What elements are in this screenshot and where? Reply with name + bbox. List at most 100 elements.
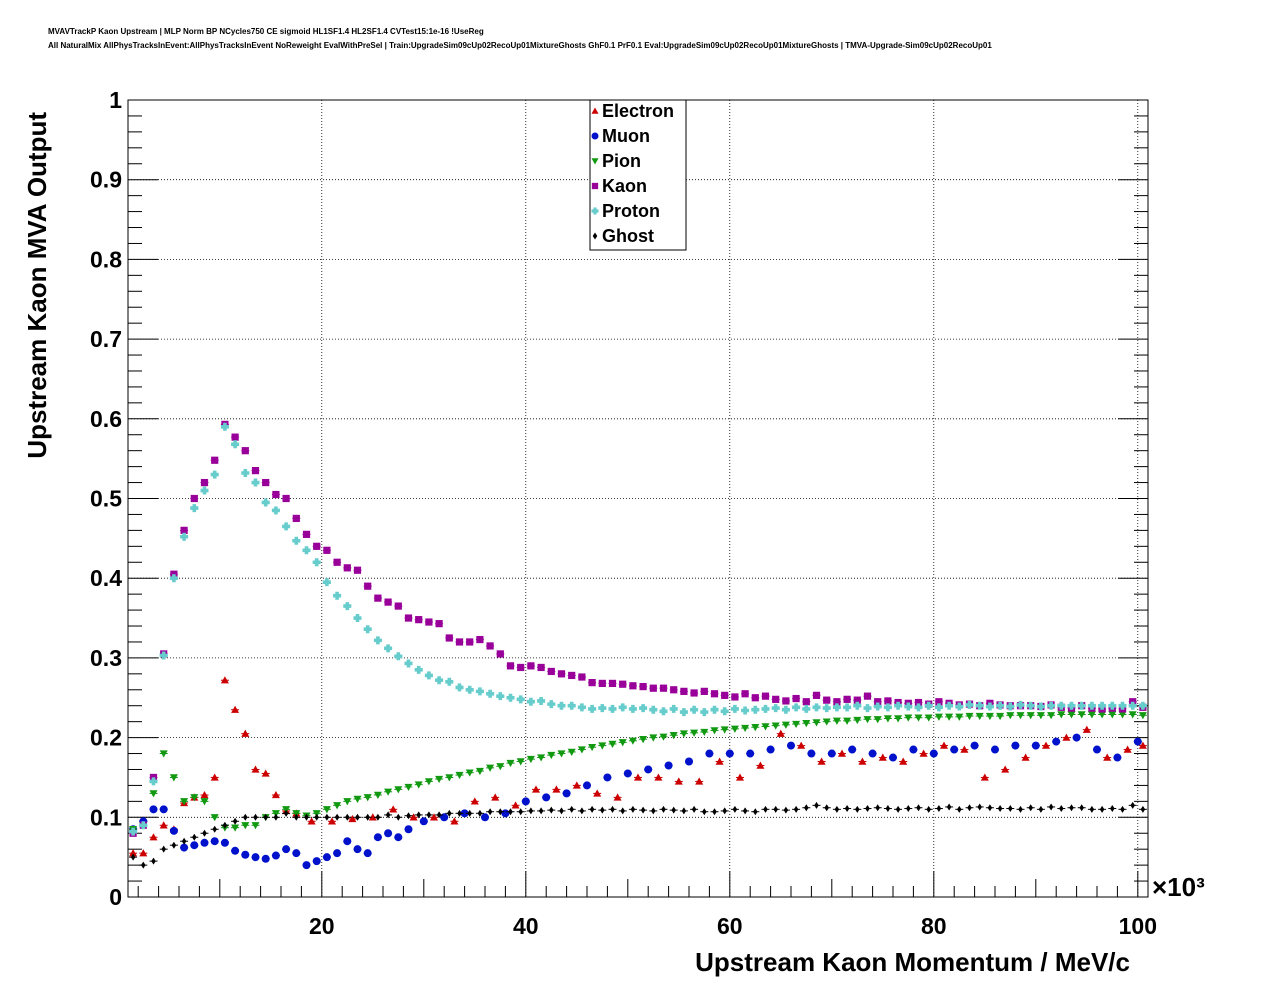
data-point-proton xyxy=(710,705,719,714)
data-point-pion xyxy=(863,716,872,724)
data-point-ghost xyxy=(1079,804,1084,812)
data-point-ghost xyxy=(416,811,421,819)
data-point-ghost xyxy=(130,853,136,861)
data-point-electron xyxy=(1062,733,1071,741)
data-point-pion xyxy=(445,774,454,782)
data-point-proton xyxy=(282,522,291,531)
data-point-proton xyxy=(1128,701,1137,710)
data-point-proton xyxy=(730,704,739,713)
data-point-muon xyxy=(384,829,393,838)
data-point-proton xyxy=(394,652,403,661)
data-point-proton xyxy=(139,821,148,830)
data-point-ghost xyxy=(844,805,850,813)
data-point-kaon xyxy=(731,693,739,701)
data-point-ghost xyxy=(957,805,962,813)
data-point-electron xyxy=(511,801,520,809)
y-tick-label: 0.4 xyxy=(90,565,122,591)
data-point-muon xyxy=(481,813,489,822)
data-point-proton xyxy=(985,702,994,711)
data-point-muon xyxy=(353,845,362,854)
data-point-pion xyxy=(241,822,250,830)
data-point-ghost xyxy=(1018,805,1023,813)
data-point-kaon xyxy=(282,494,290,503)
data-point-ghost xyxy=(559,807,564,815)
data-point-electron xyxy=(899,757,908,765)
data-point-pion xyxy=(771,722,780,730)
data-point-ghost xyxy=(814,801,819,809)
data-point-pion xyxy=(649,734,658,742)
data-point-kaon xyxy=(557,670,566,678)
data-point-muon xyxy=(394,833,403,842)
series-electron xyxy=(129,676,1147,857)
data-point-kaon xyxy=(384,598,392,606)
data-point-muon xyxy=(1052,737,1061,746)
data-point-pion xyxy=(639,735,648,744)
data-point-pion xyxy=(373,791,382,799)
data-point-kaon xyxy=(659,684,668,692)
data-point-proton xyxy=(873,702,882,711)
data-point-electron xyxy=(1123,745,1132,753)
y-tick-label: 0.7 xyxy=(90,326,122,352)
data-point-proton xyxy=(1047,701,1056,710)
data-point-ghost xyxy=(865,805,870,813)
data-point-proton xyxy=(832,703,841,712)
data-point-kaon xyxy=(670,686,678,694)
data-point-kaon xyxy=(404,614,413,622)
data-point-kaon xyxy=(823,696,831,704)
data-point-ghost xyxy=(385,811,391,819)
data-point-pion xyxy=(1077,711,1086,719)
data-point-ghost xyxy=(1069,804,1074,812)
legend-label-proton: Proton xyxy=(602,201,660,221)
data-point-proton xyxy=(465,685,474,694)
data-point-kaon xyxy=(506,662,515,670)
data-point-electron xyxy=(878,753,887,761)
data-point-proton xyxy=(628,704,637,713)
y-tick-label: 0 xyxy=(109,884,122,910)
data-point-pion xyxy=(292,810,301,818)
data-point-electron xyxy=(220,676,229,684)
data-point-ghost xyxy=(1008,805,1013,813)
data-point-proton xyxy=(853,701,862,710)
data-point-pion xyxy=(873,716,882,724)
data-point-pion xyxy=(588,743,597,752)
data-point-muon xyxy=(603,773,612,782)
data-point-proton xyxy=(822,704,831,713)
data-point-kaon xyxy=(292,514,300,523)
data-point-proton xyxy=(292,536,301,545)
data-point-ghost xyxy=(406,812,411,820)
data-point-ghost xyxy=(1110,805,1115,813)
data-point-kaon xyxy=(435,620,443,628)
data-point-pion xyxy=(414,781,423,789)
data-point-electron xyxy=(271,790,280,799)
x-tick-label: 80 xyxy=(921,913,947,939)
data-point-electron xyxy=(919,749,928,757)
data-point-ghost xyxy=(324,813,330,821)
data-point-ghost xyxy=(375,813,381,821)
data-point-proton xyxy=(1118,701,1127,710)
data-point-kaon xyxy=(180,526,188,534)
data-point-muon xyxy=(343,837,352,846)
data-point-pion xyxy=(904,714,913,722)
data-point-proton xyxy=(241,468,250,477)
data-point-electron xyxy=(695,777,704,785)
data-point-proton xyxy=(934,703,943,712)
data-point-proton xyxy=(1016,700,1025,709)
data-point-ghost xyxy=(426,811,432,819)
data-point-ghost xyxy=(569,805,574,813)
data-point-muon xyxy=(1093,745,1101,754)
data-point-proton xyxy=(435,676,444,685)
data-point-pion xyxy=(883,715,892,723)
x-tick-label: 40 xyxy=(513,913,539,939)
data-point-proton xyxy=(159,651,168,660)
data-point-electron xyxy=(756,761,765,769)
data-point-pion xyxy=(1128,711,1137,719)
data-point-pion xyxy=(924,714,933,722)
data-point-muon xyxy=(705,749,714,758)
data-point-ghost xyxy=(1140,805,1146,813)
data-point-ghost xyxy=(589,805,595,813)
x-axis-multiplier: ×10³ xyxy=(1152,872,1205,902)
data-point-ghost xyxy=(763,805,768,813)
data-point-pion xyxy=(822,718,831,726)
data-point-ghost xyxy=(926,805,931,813)
data-point-proton xyxy=(251,478,260,487)
